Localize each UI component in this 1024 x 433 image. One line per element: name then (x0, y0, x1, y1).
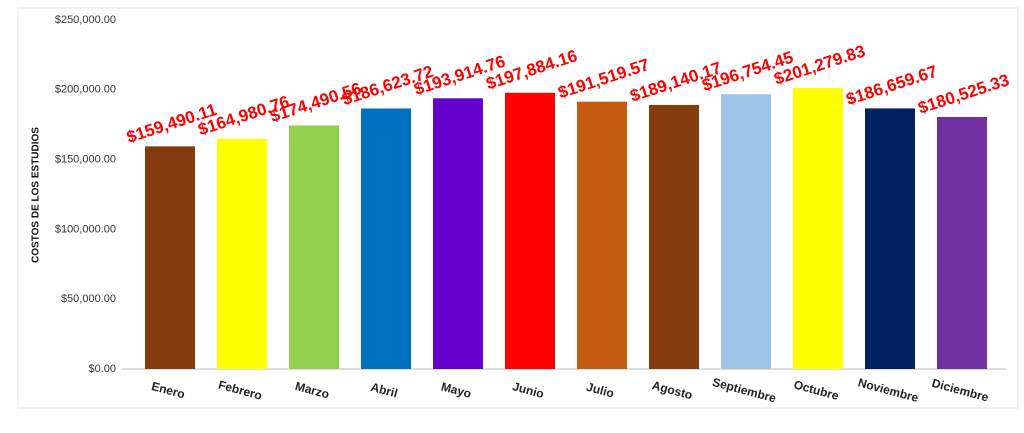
bar (577, 101, 627, 370)
x-tick-label: Enero (150, 379, 186, 401)
x-tick-label: Agosto (650, 378, 694, 402)
x-tick-label: Marzo (294, 379, 331, 401)
y-tick-label: $0.00 (88, 363, 116, 375)
bar (505, 92, 555, 369)
chart-frame (17, 7, 1019, 409)
bar (649, 104, 699, 369)
x-tick-label: Octubre (792, 377, 840, 403)
bar (937, 116, 987, 370)
bar (793, 88, 843, 369)
bar (361, 108, 411, 369)
x-tick-label: Julio (585, 380, 616, 401)
bar (721, 94, 771, 370)
bar (217, 138, 267, 369)
x-tick-label: Septiembre (711, 375, 778, 406)
x-tick-label: Noviembre (856, 375, 920, 405)
x-tick-label: Febrero (217, 378, 264, 403)
bar (145, 146, 195, 369)
y-tick-label: $250,000.00 (55, 14, 116, 26)
bar (865, 108, 915, 370)
y-tick-label: $100,000.00 (55, 223, 116, 235)
y-tick-label: $200,000.00 (55, 84, 116, 96)
bar (433, 98, 483, 370)
y-tick-label: $50,000.00 (61, 293, 116, 305)
x-tick-label: Diciembre (930, 376, 990, 405)
bar (289, 125, 339, 369)
x-tick-label: Mayo (440, 379, 473, 400)
y-axis-label: COSTOS DE LOS ESTUDIOS (31, 127, 42, 263)
x-tick-label: Abril (369, 380, 399, 401)
y-tick-label: $150,000.00 (55, 154, 116, 166)
x-tick-label: Junio (511, 379, 546, 401)
